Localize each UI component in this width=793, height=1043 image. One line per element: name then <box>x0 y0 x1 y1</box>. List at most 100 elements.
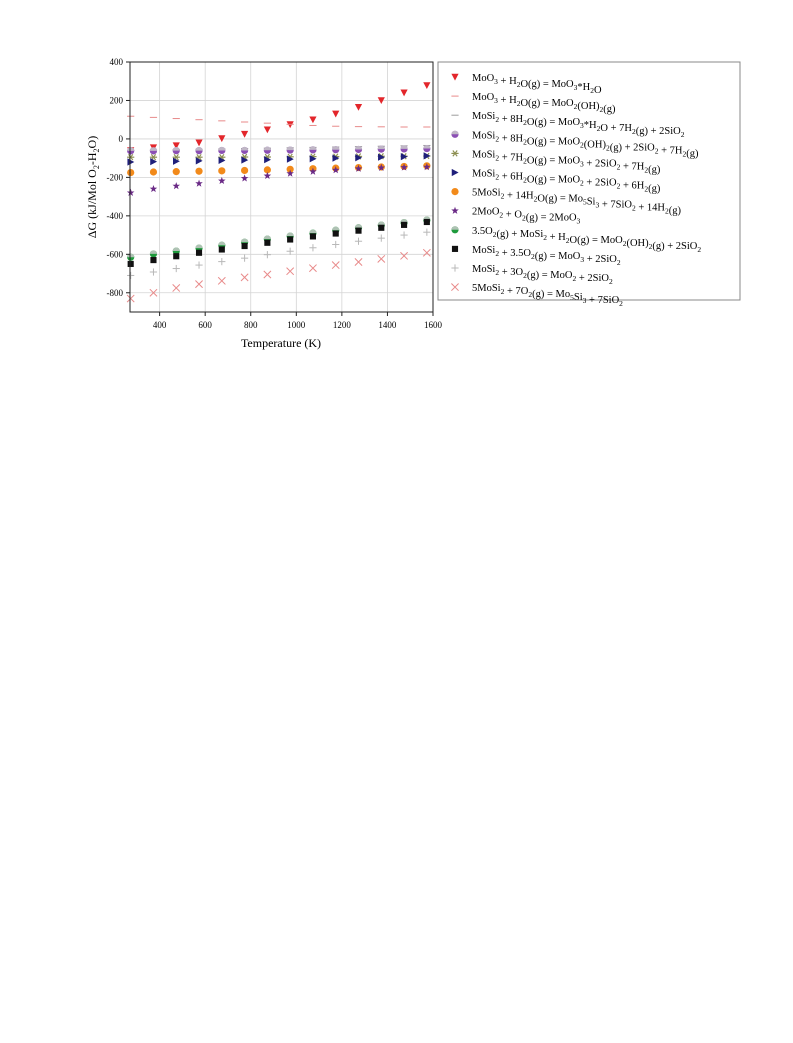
data-point <box>240 174 249 182</box>
marker-shape <box>378 224 385 231</box>
marker-shape <box>149 250 158 254</box>
data-point <box>332 230 339 237</box>
legend-box <box>437 61 741 301</box>
data-point <box>150 257 157 264</box>
x-tick-label: 400 <box>153 320 167 330</box>
data-point <box>218 156 226 165</box>
marker-shape <box>423 152 431 160</box>
data-point <box>195 249 203 256</box>
marker-shape <box>286 169 294 177</box>
data-point <box>309 244 317 252</box>
data-point <box>173 253 180 260</box>
marker-shape <box>287 236 294 243</box>
marker-shape <box>423 144 431 149</box>
marker-shape <box>240 146 249 151</box>
data-point <box>172 264 180 273</box>
data-point <box>126 188 135 196</box>
legend-label: MoSi2 + 7H2O(g) = MoO3 + 2SiO2 + 7H2(g) <box>472 149 661 175</box>
marker-shape <box>309 155 317 163</box>
data-point <box>217 276 226 285</box>
data-point <box>400 231 408 239</box>
marker-shape <box>218 146 226 151</box>
data-point <box>150 158 158 166</box>
data-point <box>173 157 180 165</box>
marker-shape <box>423 163 431 171</box>
y-tick-label: 0 <box>119 134 124 144</box>
data-point <box>240 254 249 262</box>
marker-shape <box>172 182 181 190</box>
marker-shape <box>309 116 317 124</box>
marker-shape <box>218 167 226 175</box>
marker-shape <box>195 249 203 256</box>
marker-shape <box>241 156 249 164</box>
data-point <box>264 156 271 164</box>
marker-shape <box>354 164 363 172</box>
marker-shape <box>218 156 226 165</box>
marker-shape <box>127 147 135 151</box>
data-point <box>378 224 385 231</box>
data-point <box>354 237 363 245</box>
legend-label: MoO3 + H2O(g) = MoO3*H2O <box>472 73 602 96</box>
data-point <box>149 250 158 258</box>
data-point <box>355 227 362 234</box>
data-point <box>308 264 317 273</box>
data-point <box>240 273 249 282</box>
data-point <box>149 288 158 297</box>
data-point <box>218 246 225 253</box>
marker-shape <box>354 258 363 266</box>
marker-shape <box>451 245 459 252</box>
data-point <box>354 258 363 266</box>
marker-shape <box>218 135 226 143</box>
marker-shape <box>354 103 363 111</box>
marker-shape <box>451 226 459 230</box>
marker-shape <box>263 270 272 279</box>
marker-shape <box>172 168 180 176</box>
marker-shape <box>240 273 249 282</box>
marker-shape <box>173 253 180 260</box>
data-point <box>309 155 317 163</box>
marker-shape <box>195 244 203 249</box>
legend-marker <box>451 73 459 81</box>
data-point <box>423 144 431 153</box>
data-point <box>127 260 134 267</box>
data-point <box>172 142 180 150</box>
axes: 400 200 0 -200 -400 -600 -800 400 600 800 1000 1200… <box>107 57 443 330</box>
marker-shape <box>377 145 385 150</box>
marker-shape <box>173 157 180 165</box>
marker-shape <box>401 221 408 228</box>
x-tick-label: 1000 <box>287 320 306 330</box>
marker-shape <box>331 261 340 270</box>
marker-shape <box>332 146 340 150</box>
marker-shape <box>377 163 386 171</box>
marker-shape <box>286 155 294 163</box>
marker-shape <box>172 247 180 252</box>
marker-shape <box>451 130 459 135</box>
marker-shape <box>354 145 363 150</box>
data-point <box>195 179 203 187</box>
legend-marker <box>451 188 459 196</box>
data-point <box>377 254 386 263</box>
data-point <box>172 247 180 255</box>
marker-shape <box>126 188 135 196</box>
marker-shape <box>241 242 248 250</box>
data-point <box>331 261 340 270</box>
data-point <box>149 147 158 155</box>
marker-shape <box>355 227 362 234</box>
marker-shape <box>126 294 135 303</box>
marker-shape <box>451 206 459 214</box>
data-point <box>400 89 408 97</box>
data-point <box>354 145 363 154</box>
data-point <box>309 167 317 175</box>
x-tick-label: 600 <box>198 320 212 330</box>
data-point <box>332 154 340 162</box>
y-tick-label: -200 <box>107 172 124 182</box>
y-tick-label: 400 <box>110 57 124 67</box>
data-point <box>263 146 271 154</box>
data-point <box>400 153 408 161</box>
data-point <box>309 146 317 154</box>
marker-shape <box>149 168 158 176</box>
marker-shape <box>218 246 225 253</box>
marker-shape <box>400 145 408 149</box>
data-point <box>377 97 385 105</box>
legend-label: MoO3 + H2O(g) = MoO2(OH)2(g) <box>472 92 616 115</box>
